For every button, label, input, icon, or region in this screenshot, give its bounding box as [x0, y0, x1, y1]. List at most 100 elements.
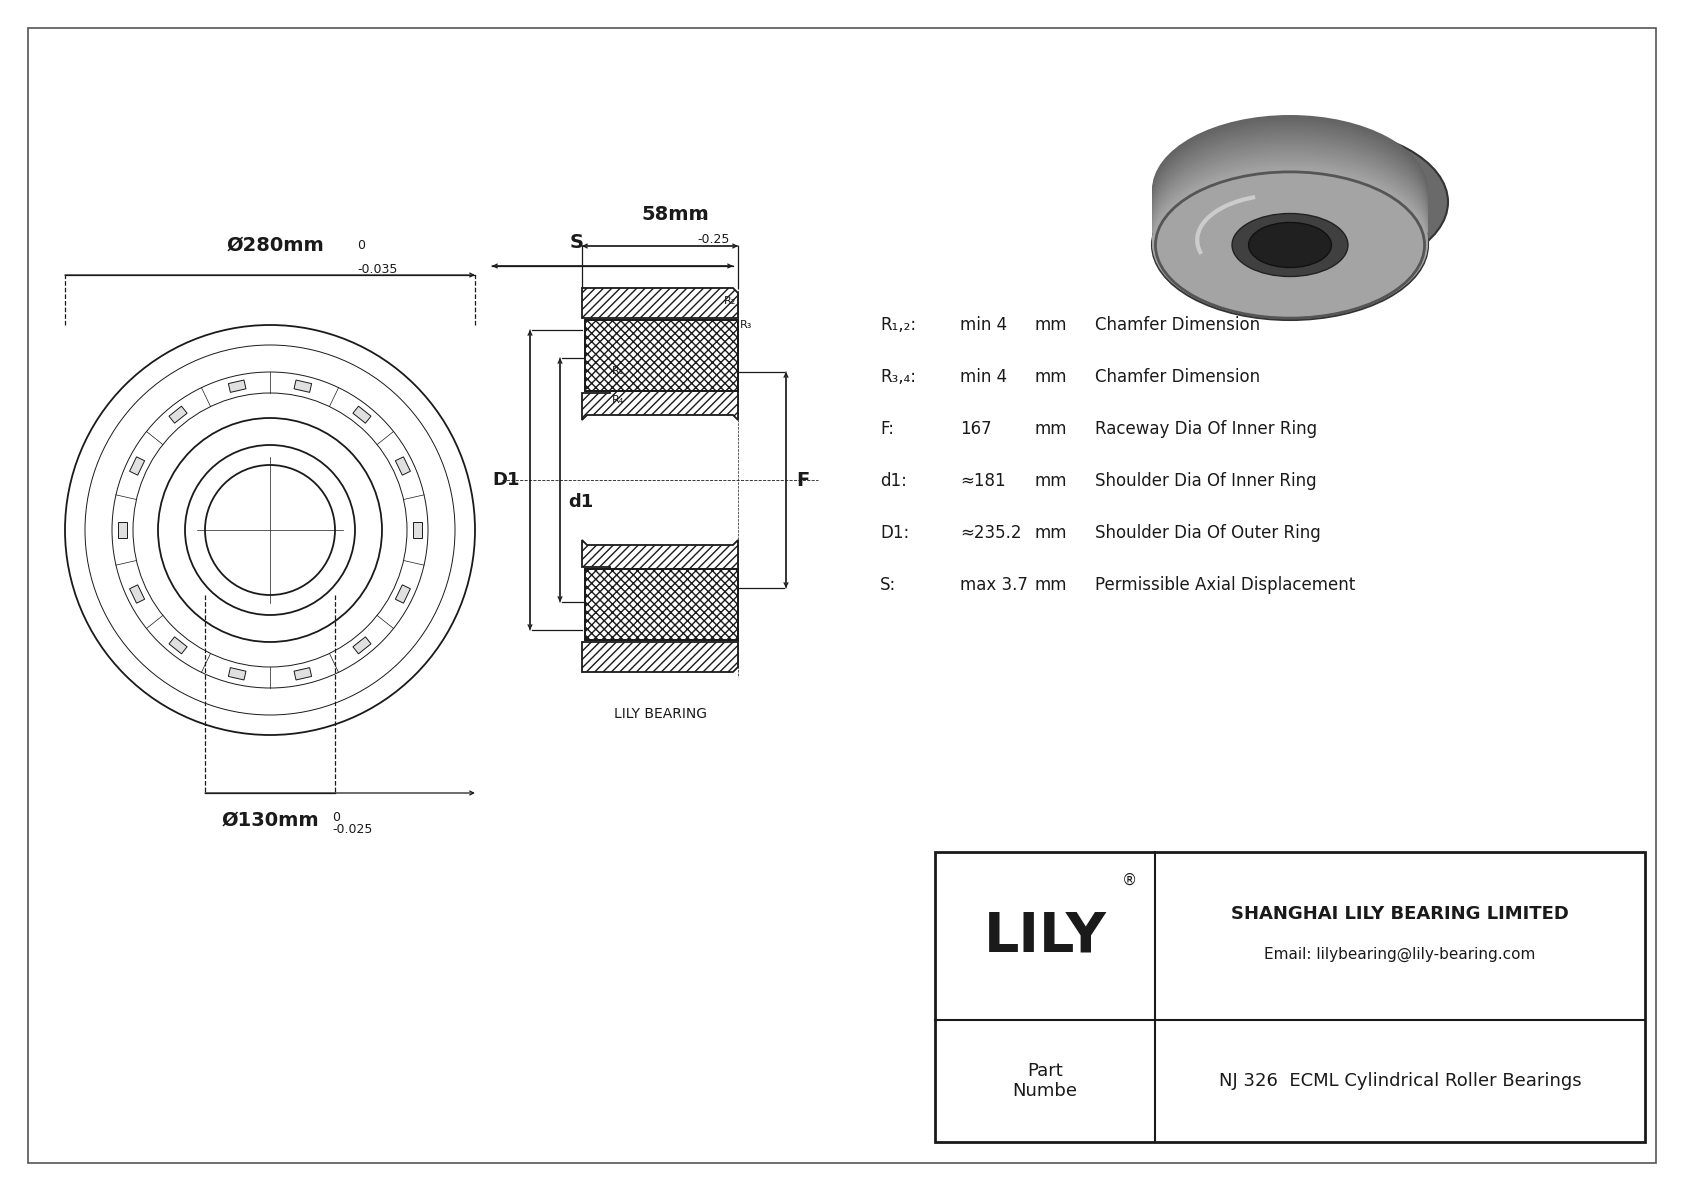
Bar	[295, 380, 312, 392]
Ellipse shape	[1152, 139, 1428, 289]
Bar	[584, 320, 738, 391]
Text: 0: 0	[697, 208, 706, 222]
Ellipse shape	[1152, 129, 1428, 279]
Text: S: S	[569, 233, 583, 252]
Text: D1: D1	[492, 470, 520, 490]
Ellipse shape	[1152, 161, 1428, 311]
Text: mm: mm	[1036, 316, 1068, 333]
Text: R₄: R₄	[611, 395, 625, 405]
Bar	[935, 852, 1645, 1142]
Ellipse shape	[1152, 116, 1428, 266]
Text: -0.25: -0.25	[697, 233, 729, 247]
Ellipse shape	[1152, 146, 1428, 297]
Text: ≈235.2: ≈235.2	[960, 524, 1022, 542]
Text: R₁,₂:: R₁,₂:	[881, 316, 916, 333]
Polygon shape	[583, 642, 738, 672]
Polygon shape	[583, 372, 738, 420]
Bar	[295, 668, 312, 680]
Text: 0: 0	[357, 239, 365, 252]
Text: R₁: R₁	[611, 366, 625, 376]
Bar	[130, 457, 145, 475]
Ellipse shape	[1152, 145, 1428, 295]
Bar	[229, 380, 246, 392]
Bar	[354, 637, 370, 654]
Bar	[168, 406, 187, 423]
Bar	[413, 522, 423, 538]
Ellipse shape	[1248, 223, 1332, 268]
Text: R₂: R₂	[724, 297, 736, 306]
Text: d1:: d1:	[881, 472, 908, 490]
Text: R₃,₄:: R₃,₄:	[881, 368, 916, 386]
Text: D1:: D1:	[881, 524, 909, 542]
Polygon shape	[583, 540, 738, 590]
Bar	[584, 320, 738, 391]
Ellipse shape	[1152, 163, 1428, 313]
Text: 0: 0	[332, 811, 340, 824]
Text: Permissible Axial Displacement: Permissible Axial Displacement	[1095, 576, 1356, 594]
Text: mm: mm	[1036, 524, 1068, 542]
Text: SHANGHAI LILY BEARING LIMITED: SHANGHAI LILY BEARING LIMITED	[1231, 905, 1569, 923]
Text: F:: F:	[881, 420, 894, 438]
Ellipse shape	[1152, 123, 1428, 273]
Text: max 3.7: max 3.7	[960, 576, 1027, 594]
Text: Raceway Dia Of Inner Ring: Raceway Dia Of Inner Ring	[1095, 420, 1317, 438]
Bar	[229, 668, 246, 680]
Ellipse shape	[1152, 170, 1428, 320]
Ellipse shape	[1233, 213, 1347, 276]
Text: Email: lilybearing@lily-bearing.com: Email: lilybearing@lily-bearing.com	[1265, 947, 1536, 961]
Ellipse shape	[1172, 127, 1448, 278]
Text: Shoulder Dia Of Outer Ring: Shoulder Dia Of Outer Ring	[1095, 524, 1320, 542]
Text: mm: mm	[1036, 472, 1068, 490]
Text: Part
Numbe: Part Numbe	[1012, 1061, 1078, 1100]
Text: Shoulder Dia Of Inner Ring: Shoulder Dia Of Inner Ring	[1095, 472, 1317, 490]
Ellipse shape	[1152, 135, 1428, 285]
Text: LILY: LILY	[983, 909, 1106, 964]
Text: NJ 326  ECML Cylindrical Roller Bearings: NJ 326 ECML Cylindrical Roller Bearings	[1219, 1072, 1581, 1090]
Ellipse shape	[1152, 157, 1428, 307]
Ellipse shape	[1152, 149, 1428, 299]
Ellipse shape	[1152, 121, 1428, 272]
Bar	[354, 406, 370, 423]
Text: mm: mm	[1036, 368, 1068, 386]
Ellipse shape	[1152, 169, 1428, 319]
Text: LILY BEARING: LILY BEARING	[613, 707, 707, 721]
Text: ≈181: ≈181	[960, 472, 1005, 490]
Ellipse shape	[1152, 166, 1428, 314]
Text: -0.025: -0.025	[332, 823, 372, 836]
Text: mm: mm	[1036, 420, 1068, 438]
Ellipse shape	[1152, 155, 1428, 305]
Ellipse shape	[1152, 152, 1428, 303]
Text: Ø130mm: Ø130mm	[221, 811, 318, 830]
Ellipse shape	[1152, 133, 1428, 283]
Text: 58mm: 58mm	[642, 205, 709, 224]
Text: Chamfer Dimension: Chamfer Dimension	[1095, 368, 1260, 386]
Ellipse shape	[1152, 143, 1428, 293]
Text: F: F	[797, 470, 810, 490]
Bar	[130, 585, 145, 603]
Bar	[168, 637, 187, 654]
Ellipse shape	[1152, 125, 1428, 275]
Ellipse shape	[1152, 141, 1428, 291]
Text: S:: S:	[881, 576, 896, 594]
Ellipse shape	[1152, 131, 1428, 281]
Text: mm: mm	[1036, 576, 1068, 594]
Text: min 4: min 4	[960, 368, 1007, 386]
Text: Ø280mm: Ø280mm	[226, 236, 323, 255]
Ellipse shape	[1152, 119, 1428, 269]
Bar	[118, 522, 126, 538]
Ellipse shape	[1152, 117, 1428, 267]
Bar	[396, 457, 411, 475]
Ellipse shape	[1152, 160, 1428, 308]
Bar	[584, 569, 738, 640]
Ellipse shape	[1152, 137, 1428, 287]
Text: ®: ®	[1122, 873, 1137, 888]
Text: min 4: min 4	[960, 316, 1007, 333]
Text: d1: d1	[568, 493, 593, 511]
Ellipse shape	[1152, 127, 1428, 278]
Text: R₃: R₃	[739, 320, 753, 330]
Bar	[584, 569, 738, 640]
Text: 167: 167	[960, 420, 992, 438]
Ellipse shape	[1152, 151, 1428, 301]
Polygon shape	[583, 288, 738, 318]
Bar	[396, 585, 411, 603]
